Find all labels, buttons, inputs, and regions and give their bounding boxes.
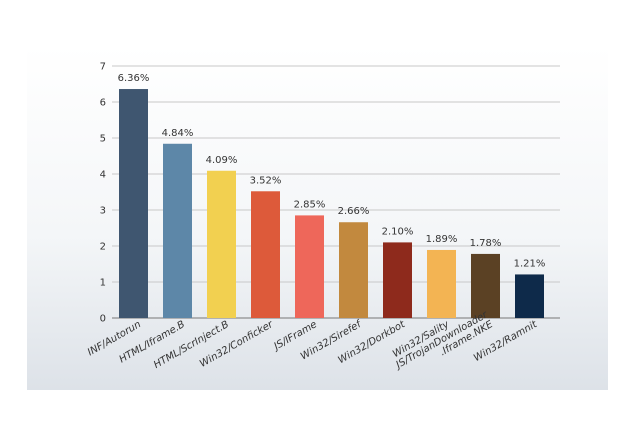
bar [515,274,544,318]
bars [119,89,544,318]
bar [207,170,236,318]
data-label: 6.36% [118,73,150,84]
y-axis: 0 1 2 3 4 5 6 7 [100,62,106,325]
data-label: 2.66% [338,206,370,217]
y-tick-label: 6 [100,98,106,109]
bar [295,215,324,318]
bar [163,143,192,318]
y-tick-label: 1 [100,278,106,289]
data-label: 2.10% [382,226,414,237]
data-label: 1.89% [426,234,458,245]
bar [471,253,500,318]
data-label: 1.21% [514,258,546,269]
bar [383,242,412,318]
x-axis: INF/AutorunHTML/Iframe.BHTML/ScrInject.B… [86,309,540,372]
data-label: 4.84% [162,128,194,139]
y-tick-label: 5 [100,134,106,145]
y-tick-label: 4 [100,170,106,181]
category-label: Win32/Conficker [198,319,276,370]
data-label: 1.78% [470,238,502,249]
data-labels: 6.36% 4.84% 4.09% 3.52% 2.85% 2.66% 2.10% 1.89%… [118,73,546,269]
data-label: 2.85% [294,199,326,210]
data-label: 4.09% [206,155,238,166]
data-label: 3.52% [250,175,282,186]
bar [339,222,368,318]
bar [119,89,148,318]
bar [427,249,456,318]
y-tick-label: 7 [100,62,106,73]
bar [251,191,280,318]
y-tick-label: 0 [100,314,106,325]
y-tick-label: 3 [100,206,106,217]
category-label: HTML/ScrInject.B [152,319,231,371]
y-tick-label: 2 [100,242,106,253]
